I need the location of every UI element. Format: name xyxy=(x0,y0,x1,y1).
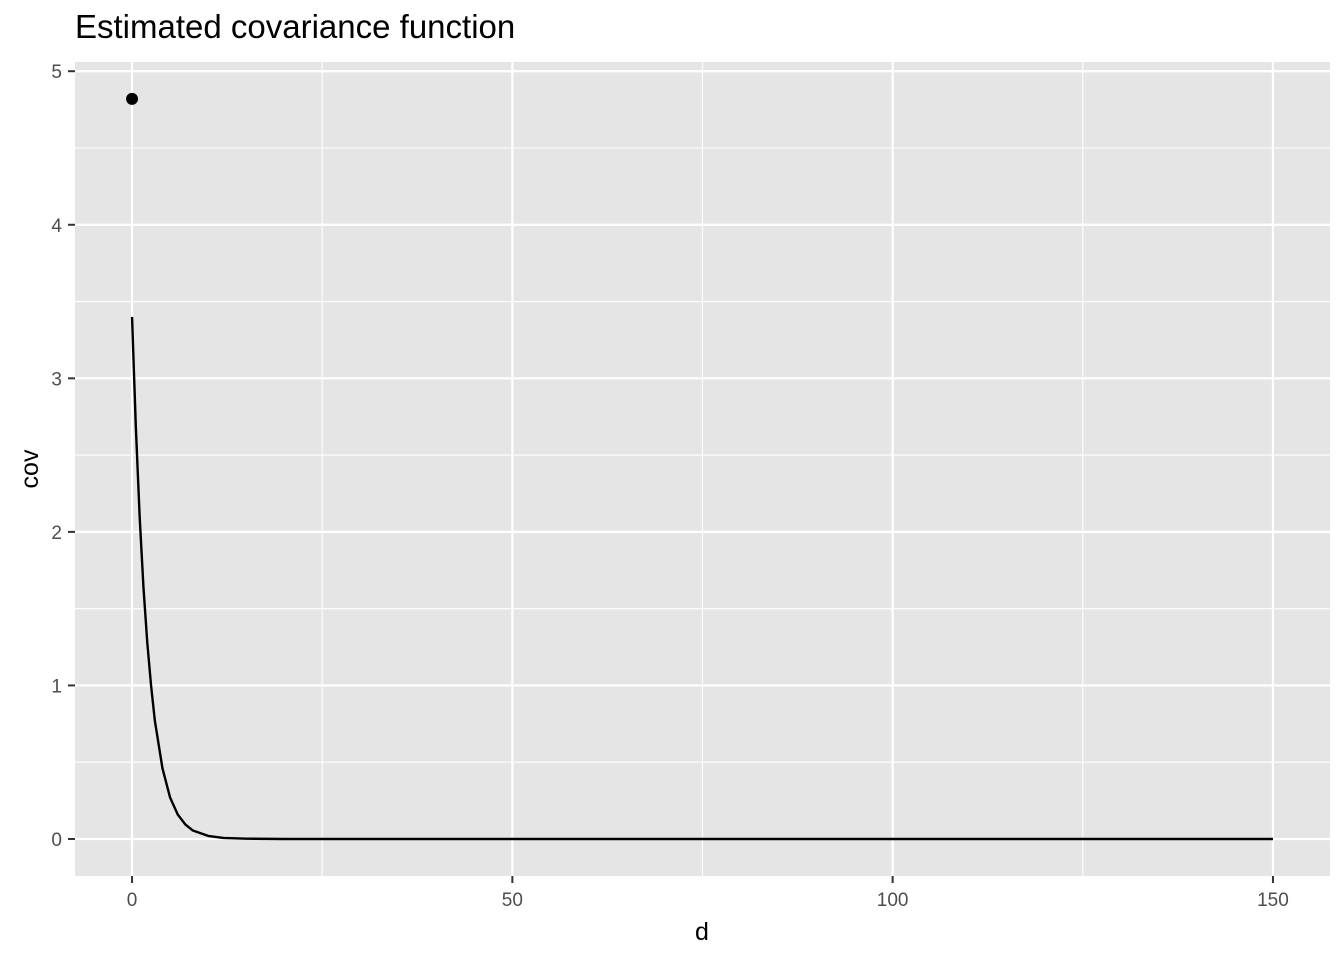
covariance-curve xyxy=(130,316,1273,841)
x-tick-label: 50 xyxy=(502,890,523,911)
y-axis: 0 1 2 3 4 5 xyxy=(51,62,75,851)
minor-grid xyxy=(75,62,1330,876)
y-tick-label: 5 xyxy=(51,62,62,83)
x-tick-label: 100 xyxy=(877,890,909,911)
chart-title: Estimated covariance function xyxy=(75,8,515,45)
x-tick-label: 0 xyxy=(127,890,138,911)
y-tick-label: 2 xyxy=(51,523,62,544)
y-tick-label: 4 xyxy=(51,216,62,237)
x-axis: 0 50 100 150 xyxy=(127,876,1289,911)
x-axis-title: d xyxy=(695,918,709,946)
y-tick-label: 1 xyxy=(51,676,62,697)
y-axis-title: cov xyxy=(16,449,44,488)
data-point xyxy=(126,92,139,105)
x-tick-label: 150 xyxy=(1257,890,1289,911)
series-layer xyxy=(126,92,1273,841)
major-grid xyxy=(75,62,1330,876)
y-tick-label: 0 xyxy=(51,830,62,851)
y-tick-label: 3 xyxy=(51,369,62,390)
